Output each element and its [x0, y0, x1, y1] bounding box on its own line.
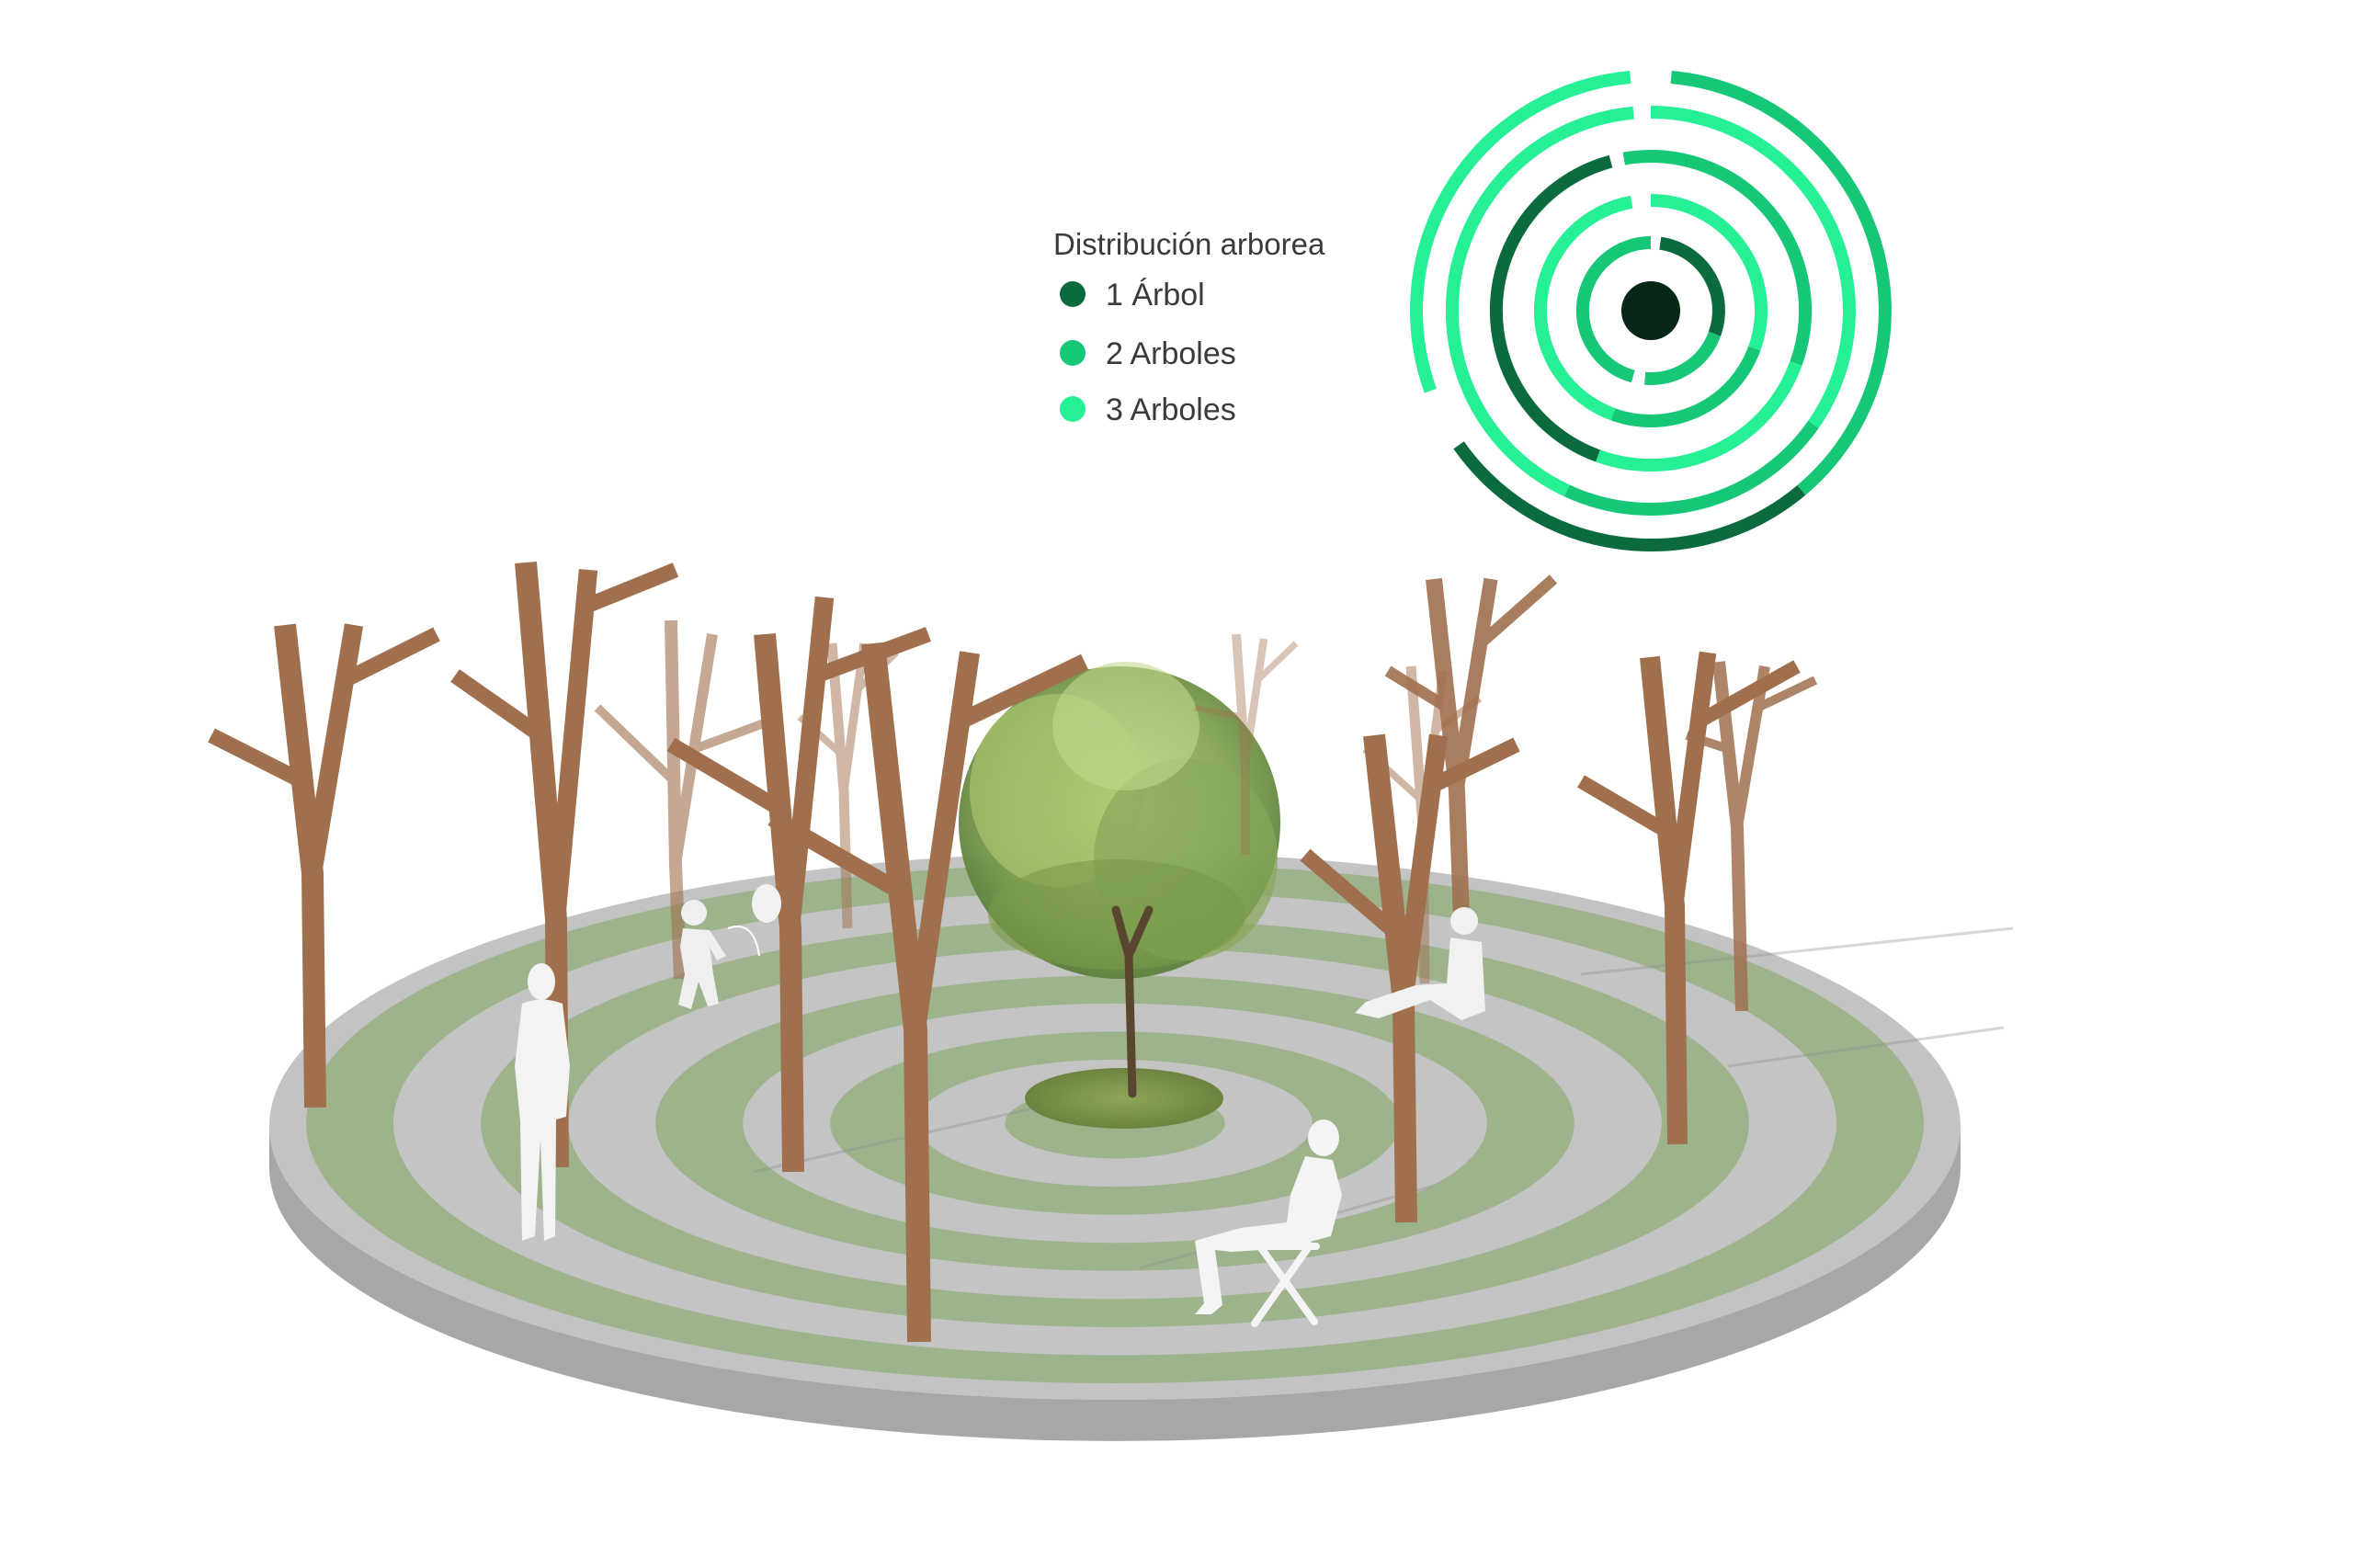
tree-branch: [780, 596, 835, 930]
tree-branch: [767, 811, 905, 899]
symbol-ring-arc: [1670, 71, 1892, 495]
tree-branch: [1300, 848, 1402, 939]
sculptural-tree: [208, 623, 440, 1108]
tree-distribution-rings-icon: [1410, 71, 1892, 551]
symbol-ring-arc: [1622, 150, 1812, 366]
sculptural-tree: [1384, 574, 1558, 920]
legend-label-1-arbol: 1 Árbol: [1106, 278, 1205, 312]
tree-branch: [594, 704, 677, 785]
legend-swatch-3-arboles: [1060, 396, 1086, 422]
central-tree-trunk: [1111, 905, 1154, 1098]
sculptural-tree: [1194, 633, 1299, 855]
tree-branch: [450, 669, 545, 742]
sculptural-tree: [666, 596, 931, 1173]
tree-trunk: [665, 619, 687, 980]
tree-branch: [302, 623, 364, 875]
tree-branch: [1685, 731, 1731, 754]
legend-swatch-2-arboles: [1060, 340, 1086, 366]
legend-item-3-arboles: 3 Arboles: [1060, 392, 1236, 427]
tree-branch: [546, 569, 598, 920]
legend-swatch-1-arbol: [1060, 281, 1086, 307]
tree-branch: [1665, 651, 1717, 907]
central-tree: [959, 662, 1280, 1098]
tree-branch: [1428, 737, 1520, 793]
symbol-ring-arc: [1410, 71, 1631, 393]
symbol-ring-arc: [1596, 361, 1802, 472]
seated-person-icon: [1355, 907, 1485, 1020]
child-with-balloon-icon: [678, 884, 781, 1009]
legend-item-1-arbol: 1 Árbol: [1060, 278, 1205, 312]
central-tree-bed: [1025, 1068, 1223, 1129]
sculptural-tree: [767, 642, 1088, 1343]
tree-branch: [1476, 574, 1558, 648]
sculptural-tree: [1685, 661, 1818, 1012]
symbol-ring-arc: [1575, 235, 1652, 383]
tree-branch: [1194, 704, 1244, 721]
legend: Distribución arborea 1 Árbol 2 Arboles 3…: [1053, 227, 1325, 427]
symbol-ring-arc: [1650, 106, 1856, 428]
standing-person-icon: [515, 963, 570, 1241]
balloon-icon: [752, 884, 781, 923]
symbol-ring-arc: [1650, 194, 1768, 351]
sculptural-tree: [1577, 651, 1801, 1145]
tree-branch: [1449, 577, 1498, 792]
legend-label-3-arboles: 3 Arboles: [1106, 392, 1236, 427]
legend-title: Distribución arborea: [1053, 227, 1325, 261]
symbol-ring-arc: [1563, 420, 1819, 517]
tree-trunk: [1232, 633, 1250, 855]
symbol-ring-arc: [1610, 346, 1761, 427]
symbol-center-dot: [1621, 281, 1680, 340]
symbol-ring-arc: [1533, 195, 1633, 421]
legend-item-2-arboles: 2 Arboles: [1060, 336, 1236, 371]
symbol-ring-arc: [1659, 236, 1725, 336]
tree-branch: [1577, 775, 1671, 838]
symbol-ring-arc: [1489, 154, 1613, 462]
tree-branch: [956, 653, 1088, 730]
symbol-ring-arc: [1644, 331, 1722, 385]
symbol-ring-arc: [1453, 441, 1806, 551]
central-tree-canopy: [959, 662, 1280, 979]
legend-label-2-arboles: 2 Arboles: [1106, 336, 1236, 371]
tree-branch: [208, 728, 306, 789]
symbol-ring-arc: [1445, 106, 1634, 497]
tree-branch: [839, 642, 869, 791]
tree-branch: [666, 737, 784, 816]
tree-branch: [1241, 638, 1268, 764]
tree-branch: [582, 562, 679, 614]
person-on-folding-chair-icon: [1195, 1119, 1342, 1327]
tree-branch: [1255, 641, 1299, 683]
tree-branch: [1732, 665, 1770, 829]
tree-branch: [1695, 660, 1801, 728]
tree-branch: [1756, 676, 1818, 712]
tree-branch: [1384, 665, 1451, 713]
sculptural-trees: [208, 561, 1818, 1343]
tree-branch: [341, 627, 440, 687]
